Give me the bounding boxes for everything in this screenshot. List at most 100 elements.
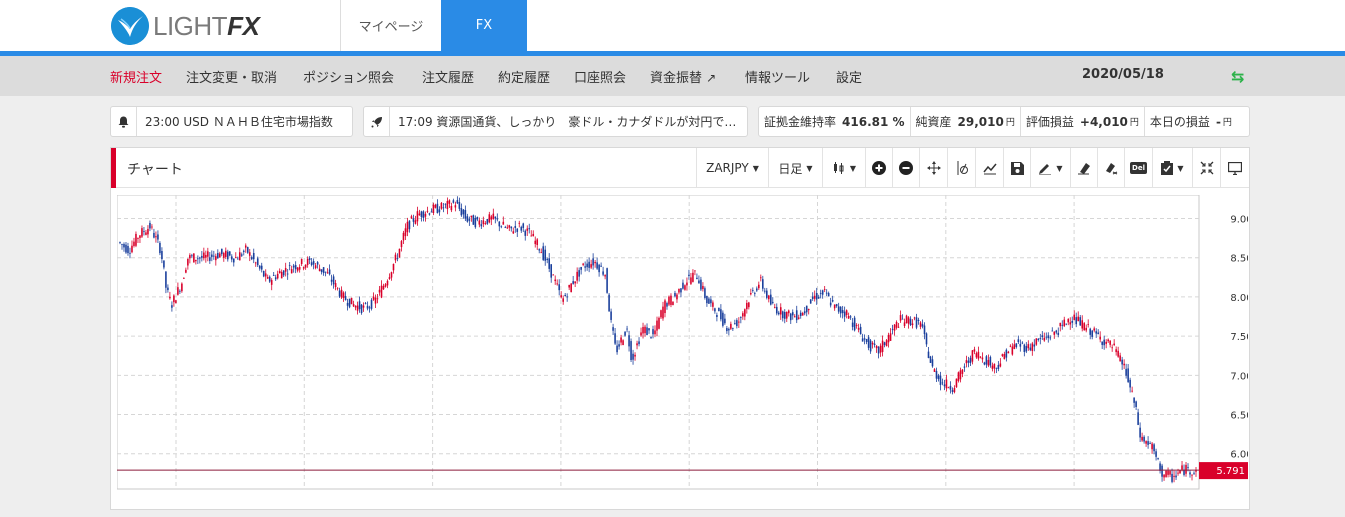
candle-body	[606, 268, 608, 293]
swap-arrows-icon[interactable]: ⇆	[1231, 67, 1245, 86]
light-fx-logo[interactable]: LIGHTFX	[111, 6, 260, 46]
eraser-all-button[interactable]	[1097, 148, 1124, 188]
candle-body	[278, 271, 281, 274]
candle-body	[819, 292, 822, 294]
candle-body	[576, 271, 578, 281]
candle-body	[402, 232, 405, 241]
candle-body	[885, 340, 888, 347]
candle-body	[602, 271, 604, 275]
candle-body	[446, 200, 449, 209]
menu-fund-transfer[interactable]: 資金振替 ↗	[650, 67, 716, 86]
candle-body	[161, 251, 163, 260]
clipboard-icon	[1161, 161, 1174, 175]
candle-body	[552, 274, 554, 276]
tab-mypage[interactable]: マイページ	[340, 0, 441, 51]
candle-body	[1099, 336, 1101, 340]
candle-body	[428, 213, 431, 215]
unrealized-pl-value: +4,010	[1079, 114, 1128, 129]
menu-execution-history[interactable]: 約定履歴	[498, 71, 551, 86]
candle-body	[232, 258, 235, 263]
candle-body	[420, 211, 423, 217]
candle-body	[1191, 474, 1193, 476]
candle-body	[668, 296, 670, 305]
candle-body	[340, 289, 343, 298]
candle-body	[123, 243, 125, 248]
menu-info-tools[interactable]: 情報ツール	[745, 71, 811, 86]
save-button[interactable]	[1003, 148, 1030, 188]
delete-button[interactable]: Del	[1124, 148, 1152, 188]
margin-ratio-value: 416.81 %	[842, 114, 905, 129]
chart-type-select[interactable]: ▼	[822, 148, 865, 188]
candle-body	[246, 247, 249, 253]
move-button[interactable]	[919, 148, 947, 188]
candle-body	[1179, 470, 1181, 474]
menu-order-change[interactable]: 注文変更・取消	[186, 71, 278, 86]
news-ticker[interactable]: 17:09 資源国通貨、しっかり 豪ドル・カナダドルが対円で上昇	[363, 106, 748, 137]
candle-body	[448, 200, 451, 204]
candle-body	[250, 257, 253, 260]
candle-body	[492, 213, 495, 220]
candle-body	[454, 205, 457, 208]
candle-body	[953, 388, 956, 393]
price-chart[interactable]: 9.000 8.500 8.000 7.500 7.000 6.500 6.000 2017…	[117, 195, 1248, 492]
fullscreen-off-icon	[1200, 161, 1213, 175]
candle-body	[845, 310, 848, 316]
fullscreen-off-button[interactable]	[1192, 148, 1220, 188]
candle-body	[849, 316, 852, 318]
candle-body	[580, 266, 582, 270]
candle-body	[334, 283, 337, 288]
candle-body	[1087, 324, 1090, 325]
candle-body	[612, 327, 614, 331]
rocket-icon	[364, 107, 390, 136]
menu-position[interactable]: ポジション照会	[303, 71, 395, 86]
candle-body	[859, 326, 862, 335]
candle-body	[370, 299, 373, 309]
menu-new-order[interactable]: 新規注文	[110, 71, 163, 86]
menu-order-history[interactable]: 注文履歴	[422, 71, 475, 86]
zoom-in-button[interactable]	[865, 148, 892, 188]
candle-body	[1069, 322, 1072, 325]
symbol-select[interactable]: ZARJPY ▼	[696, 148, 768, 188]
candle-body	[716, 315, 718, 318]
candle-body	[157, 234, 159, 240]
tab-fx[interactable]: FX	[441, 0, 527, 51]
candle-body	[935, 370, 938, 379]
candle-body	[644, 326, 646, 334]
candle-body	[522, 223, 525, 228]
economic-calendar-ticker[interactable]: 23:00 USD ＮＡＨＢ住宅市場指数	[110, 106, 353, 137]
top-bar: LIGHTFX マイページ FX	[0, 0, 1345, 51]
candle-body	[758, 284, 760, 289]
candle-body	[490, 216, 493, 220]
candle-body	[564, 295, 566, 297]
crosshair-button[interactable]	[947, 148, 975, 188]
candle-body	[951, 389, 954, 392]
draw-select[interactable]: ▼	[1030, 148, 1070, 188]
candle-body	[907, 317, 910, 324]
candle-body	[805, 305, 808, 313]
chevron-down-icon: ▼	[1056, 163, 1063, 173]
candle-body	[767, 295, 770, 300]
candle-body	[458, 202, 461, 209]
candle-body	[452, 200, 455, 203]
candle-body	[372, 296, 375, 300]
timeframe-select[interactable]: 日足 ▼	[768, 148, 822, 188]
candle-body	[1143, 436, 1145, 442]
zoom-out-button[interactable]	[892, 148, 919, 188]
candle-body	[728, 328, 730, 331]
eraser-button[interactable]	[1070, 148, 1097, 188]
candle-body	[1079, 317, 1082, 326]
candle-body	[680, 288, 682, 293]
candle-body	[799, 312, 802, 316]
menu-settings[interactable]: 設定	[836, 71, 863, 86]
candle-body	[841, 309, 844, 314]
candle-body	[925, 333, 928, 345]
candle-body	[827, 293, 830, 297]
candle-body	[532, 233, 535, 237]
monitor-button[interactable]	[1220, 148, 1249, 188]
candle-body	[306, 258, 309, 265]
candle-body	[470, 215, 473, 218]
trend-line-button[interactable]	[975, 148, 1003, 188]
clipboard-select[interactable]: ▼	[1152, 148, 1192, 188]
menu-account[interactable]: 口座照会	[574, 71, 627, 86]
candle-body	[869, 340, 872, 352]
